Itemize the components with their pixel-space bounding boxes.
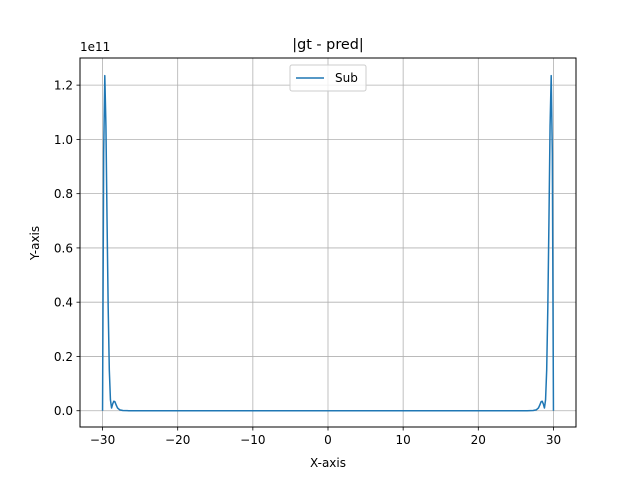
x-tick-label: 20 [471,433,486,447]
y-tick-label: 0.8 [54,187,73,201]
legend-label-sub: Sub [335,71,358,85]
legend-box [289,64,367,92]
chart-title: |gt - pred| [292,37,364,53]
y-tick-label: 0.0 [54,404,73,418]
x-tick-label: 30 [546,433,561,447]
x-axis-label: X-axis [310,456,346,470]
legend: Sub [289,64,367,92]
y-tick-label: 1.0 [54,133,73,147]
y-tick-label: 0.6 [54,241,73,255]
series-line-sub [101,74,555,412]
y-tick-label: 0.2 [54,350,73,364]
x-tick-label: −10 [240,433,265,447]
x-tick-label: −30 [90,433,115,447]
y-offset-label: 1e11 [80,40,110,54]
x-tick-label: 10 [396,433,411,447]
series-layer [101,74,555,412]
x-tick-label: −20 [165,433,190,447]
y-tick-label: 0.4 [54,296,73,310]
x-tick-label: 0 [324,433,332,447]
y-tick-label: 1.2 [54,79,73,93]
x-ticks: −30 −20 −10 0 10 20 30 [90,427,561,447]
y-ticks: 0.0 0.2 0.4 0.6 0.8 1.0 1.2 [54,79,80,418]
y-axis-label: Y-axis [28,226,42,261]
